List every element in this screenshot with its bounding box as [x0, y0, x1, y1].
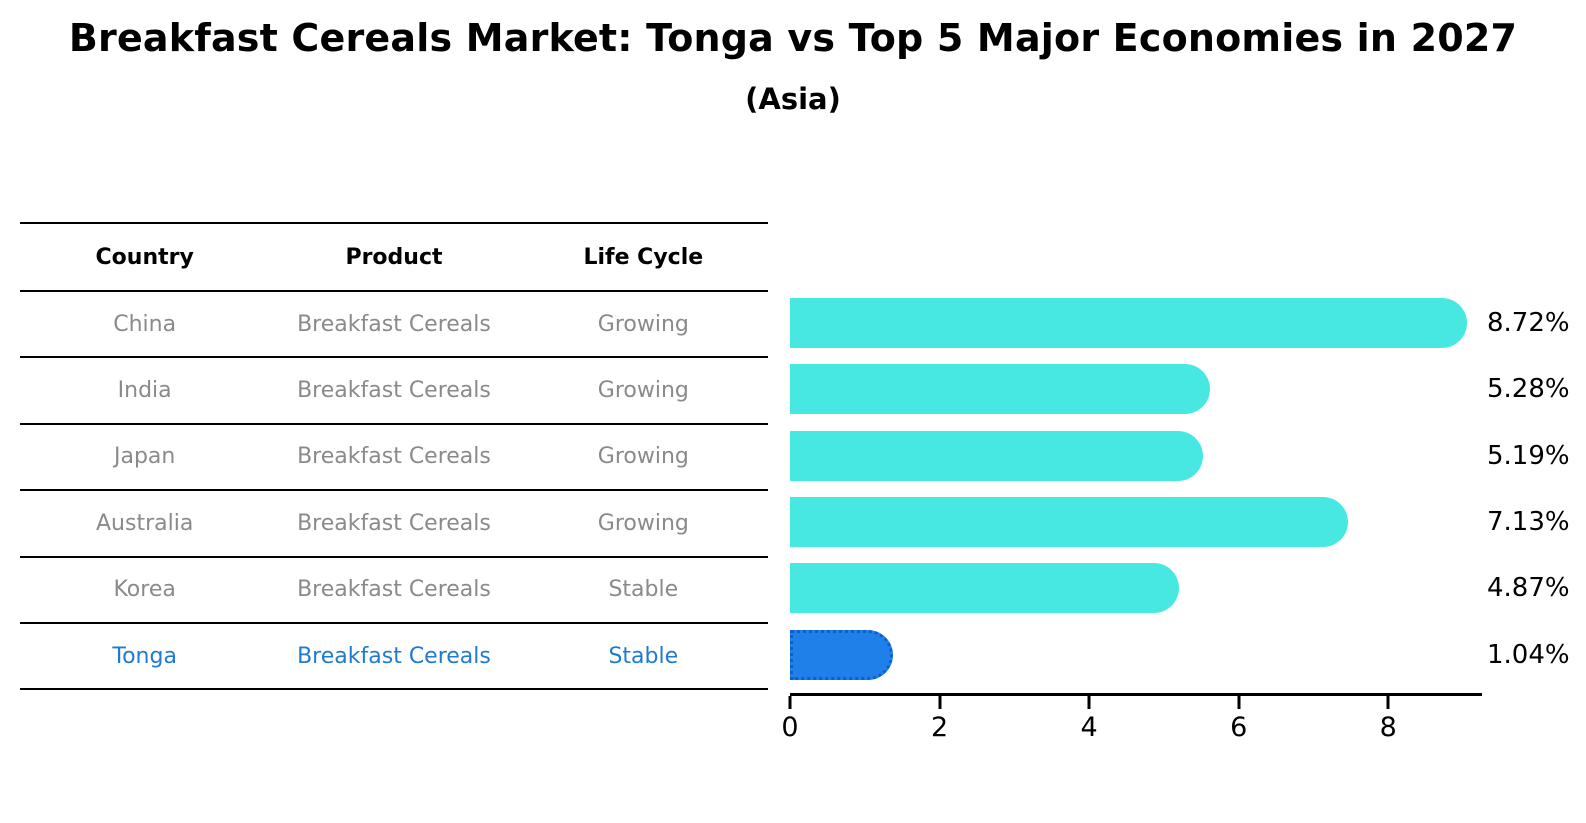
- table-row-australia: Australia Breakfast Cereals Growing: [20, 491, 768, 558]
- table-cell-product: Breakfast Cereals: [297, 444, 491, 470]
- table-header-row: Country Product Life Cycle: [20, 224, 768, 292]
- bar-row: [790, 555, 1478, 621]
- table-cell-product: Breakfast Cereals: [297, 577, 491, 603]
- value-label-row: 5.28%: [1487, 356, 1570, 422]
- table-cell-product: Breakfast Cereals: [297, 510, 491, 536]
- table-cell-country: Australia: [96, 510, 194, 536]
- table-cell-product: Breakfast Cereals: [297, 378, 491, 404]
- table-row-tonga: Tonga Breakfast Cereals Stable: [20, 624, 768, 691]
- table-cell-country: Japan: [113, 444, 176, 470]
- table-cell-life-cycle: Growing: [597, 444, 689, 470]
- table-cell-country: India: [117, 378, 172, 404]
- bar-row: [790, 489, 1478, 555]
- table-cell-product: Breakfast Cereals: [297, 311, 491, 337]
- bar-value-label-india: 5.28%: [1487, 374, 1570, 405]
- table-cell-country: Korea: [113, 577, 176, 603]
- table-cell-country: China: [113, 311, 177, 337]
- table-header-product: Product: [345, 244, 443, 270]
- table-cell-life-cycle: Growing: [597, 378, 689, 404]
- table-row-india: India Breakfast Cereals Growing: [20, 358, 768, 425]
- bar-value-label-japan: 5.19%: [1487, 440, 1570, 471]
- page-title: Breakfast Cereals Market: Tonga vs Top 5…: [68, 16, 1518, 60]
- table-cell-life-cycle: Growing: [597, 510, 689, 536]
- bar-india: [790, 364, 1210, 415]
- x-axis-tick: [1087, 696, 1091, 709]
- bar-row: [790, 622, 1478, 688]
- x-axis-tick: [938, 696, 942, 709]
- value-label-row: 7.13%: [1487, 489, 1570, 555]
- bar-row: [790, 423, 1478, 489]
- x-axis-tick-label: 2: [930, 712, 949, 743]
- bar-row: [790, 290, 1478, 356]
- x-axis-tick-label: 8: [1379, 712, 1397, 743]
- x-axis-tick: [788, 696, 792, 709]
- table-header-country: Country: [95, 244, 194, 270]
- bar-value-label-australia: 7.13%: [1487, 507, 1570, 538]
- table-cell-life-cycle: Growing: [597, 311, 689, 337]
- bar-value-label-tonga: 1.04%: [1487, 639, 1570, 670]
- x-axis-tick: [1386, 696, 1390, 709]
- bar-chart-plot-area: [790, 290, 1478, 688]
- bar-tonga: [790, 629, 893, 680]
- bar-value-label-china: 8.72%: [1487, 308, 1570, 339]
- bar-australia: [790, 497, 1349, 548]
- x-axis-tick-label: 4: [1080, 712, 1098, 743]
- value-label-row: 8.72%: [1487, 290, 1570, 356]
- table-row-korea: Korea Breakfast Cereals Stable: [20, 558, 768, 624]
- x-axis-line: [790, 693, 1482, 696]
- table-cell-product: Breakfast Cereals: [297, 643, 491, 669]
- bar-japan: [790, 430, 1204, 481]
- table-row-japan: Japan Breakfast Cereals Growing: [20, 425, 768, 492]
- value-label-row: 1.04%: [1487, 622, 1570, 688]
- table-cell-country: Tonga: [112, 643, 177, 669]
- x-axis-tick-label: 6: [1230, 712, 1248, 743]
- bar-row: [790, 356, 1478, 422]
- table-cell-life-cycle: Stable: [608, 577, 679, 603]
- table-cell-life-cycle: Stable: [608, 643, 679, 669]
- bar-value-labels: 8.72% 5.28% 5.19% 7.13% 4.87% 1.04%: [1487, 290, 1570, 688]
- bar-china: [790, 298, 1468, 349]
- x-axis-tick: [1237, 696, 1241, 709]
- bar-korea: [790, 563, 1180, 614]
- page-subtitle: (Asia): [745, 82, 841, 116]
- table-header-lifecycle: Life Cycle: [583, 244, 704, 270]
- bar-value-label-korea: 4.87%: [1487, 573, 1570, 604]
- value-label-row: 4.87%: [1487, 555, 1570, 621]
- x-axis-tick-label: 0: [781, 712, 799, 743]
- table-body: China Breakfast Cereals Growing India Breakf…: [20, 292, 768, 691]
- x-axis-ticks: 0 2 4 6 8: [781, 696, 1478, 756]
- country-table: Country Product Life Cycle China Breakfas…: [20, 222, 768, 691]
- table-row-china: China Breakfast Cereals Growing: [20, 292, 768, 359]
- value-label-row: 5.19%: [1487, 423, 1570, 489]
